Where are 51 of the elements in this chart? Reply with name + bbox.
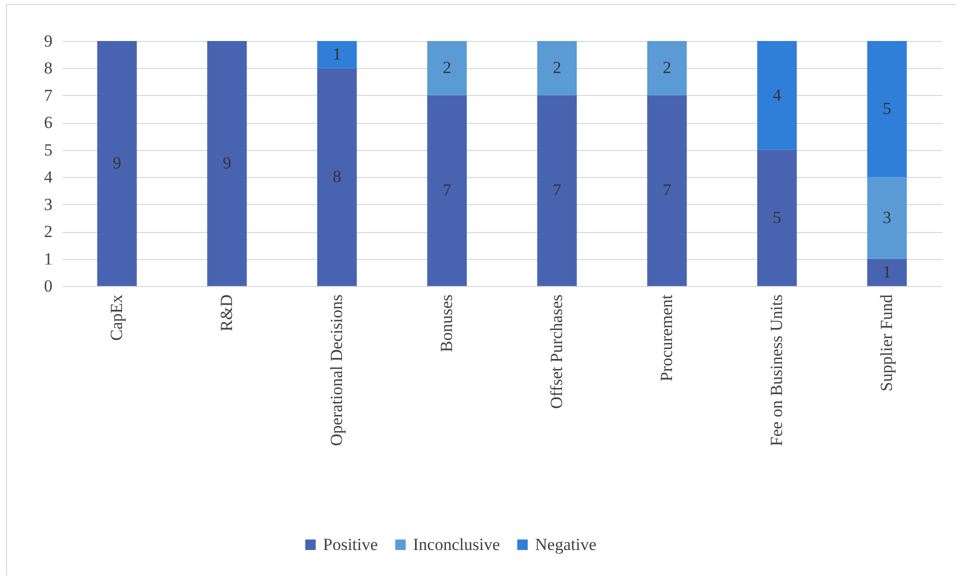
data-label: 5 <box>882 99 892 118</box>
bar <box>537 41 577 96</box>
legend-label: Negative <box>535 534 596 554</box>
y-tick-label: 1 <box>44 249 52 268</box>
bar <box>427 41 467 96</box>
data-label: 7 <box>442 180 452 200</box>
y-tick-label: 2 <box>44 222 52 242</box>
bar <box>757 150 797 286</box>
bar <box>757 41 797 150</box>
bar <box>207 41 247 286</box>
data-label: 2 <box>662 58 672 78</box>
y-tick-label: 0 <box>44 276 52 296</box>
legend-label: Positive <box>323 534 378 554</box>
bar <box>317 41 357 68</box>
x-tick-label: CapEx <box>107 294 126 341</box>
bar <box>867 41 907 178</box>
data-label: 4 <box>772 85 782 104</box>
bar <box>97 41 137 286</box>
data-label: 1 <box>332 44 342 64</box>
x-tick-label: Fee on Business Units <box>767 294 786 446</box>
data-label: 2 <box>442 58 452 78</box>
x-tick-label: Supplier Fund <box>877 294 896 392</box>
x-tick-label: Operational Decisions <box>327 294 346 446</box>
data-label: 9 <box>112 154 122 172</box>
y-tick-label: 3 <box>44 194 52 214</box>
y-tick-label: 8 <box>44 58 52 78</box>
x-tick-label: Procurement <box>657 294 676 382</box>
x-tick-label: Offset Purchases <box>547 294 566 409</box>
x-tick-label: Bonuses <box>437 294 456 352</box>
y-tick-label: 7 <box>44 86 53 105</box>
data-label: 8 <box>332 167 342 186</box>
y-tick-label: 6 <box>44 113 52 132</box>
legend-label: Inconclusive <box>413 534 500 554</box>
bar <box>537 95 577 286</box>
x-tick-label: R&D <box>217 294 236 332</box>
bar <box>647 41 687 96</box>
data-label: 1 <box>882 262 892 282</box>
y-tick-label: 9 <box>44 32 52 50</box>
data-label: 3 <box>882 208 892 227</box>
y-tick-label: 4 <box>44 168 53 187</box>
data-label: 7 <box>552 180 562 200</box>
bar <box>867 258 907 286</box>
y-tick-label: 5 <box>44 140 52 160</box>
data-label: 5 <box>772 208 782 227</box>
bar <box>647 95 687 286</box>
data-label: 2 <box>552 58 562 78</box>
bar <box>317 68 357 286</box>
bar <box>427 95 467 286</box>
bar <box>867 177 907 259</box>
data-label: 7 <box>662 180 672 200</box>
data-label: 9 <box>222 154 232 172</box>
